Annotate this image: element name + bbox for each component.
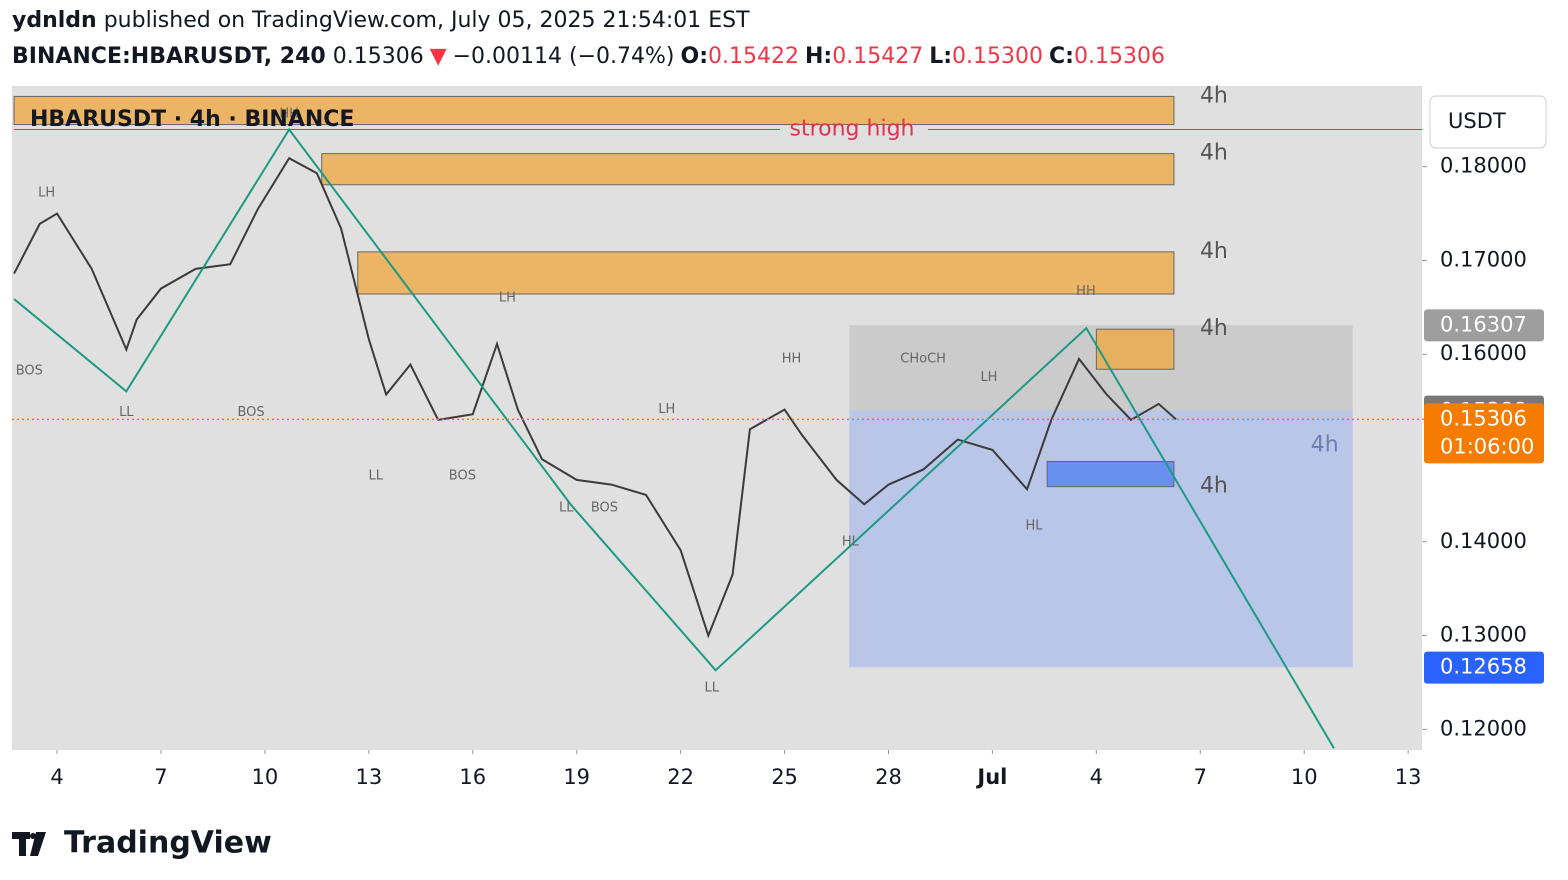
close: 0.15306 — [1073, 44, 1165, 69]
structure-label: LL — [119, 405, 134, 420]
x-tick-label: Jul — [975, 765, 1007, 789]
structure-label: LL — [369, 469, 384, 484]
y-tick-label: 0.17000 — [1440, 247, 1527, 271]
price-label-box — [1424, 651, 1544, 684]
author[interactable]: ydnldn — [12, 8, 97, 33]
x-tick-label: 7 — [154, 765, 167, 789]
open: 0.15422 — [708, 44, 799, 69]
x-tick-label: 19 — [563, 765, 590, 789]
h-label: H: — [805, 44, 833, 69]
structure-label: LH — [980, 370, 997, 385]
l-label: L: — [929, 44, 953, 69]
layers: 4h 4h 4h 4h 4h 4h strong high HH LH BOS LL BOS LH LL B… — [12, 83, 1544, 789]
strong-high-label: strong high — [790, 117, 915, 142]
o-label: O: — [680, 44, 709, 69]
x-tick-label: 10 — [252, 765, 279, 789]
currency: USDT — [1448, 109, 1506, 133]
last: 0.15306 — [332, 44, 424, 69]
y-tick-label: 0.14000 — [1440, 529, 1527, 553]
x-tick-label: 13 — [355, 765, 382, 789]
structure-label: LH — [658, 402, 675, 417]
zone-label: 4h — [1200, 141, 1228, 166]
zone — [357, 251, 1175, 295]
logo: TradingView — [64, 826, 272, 861]
zone-label: 4h — [1200, 239, 1228, 264]
y-tick-label: 0.12000 — [1440, 716, 1527, 740]
structure-label: LL — [559, 501, 574, 516]
zone-label: 4h — [1200, 474, 1228, 499]
structure-label: HH — [1076, 284, 1096, 299]
zigzag — [13, 127, 1335, 749]
zone — [321, 153, 1175, 186]
logo-icon — [12, 832, 46, 856]
y-tick-label: 0.16000 — [1440, 341, 1527, 365]
x-tick-label: 4 — [1090, 765, 1103, 789]
zone — [1046, 461, 1175, 488]
low: 0.15300 — [952, 44, 1044, 69]
structure-label: HL — [1025, 518, 1043, 533]
c-label: C: — [1049, 44, 1074, 69]
structure-label: HH — [279, 107, 299, 122]
box-label: 4h — [1311, 432, 1339, 457]
x-tick-label: 28 — [875, 765, 902, 789]
zone — [13, 95, 1175, 126]
price-label-box — [1424, 309, 1544, 342]
zone — [1095, 328, 1175, 370]
structure-label: BOS — [591, 501, 618, 516]
structure-label: LH — [499, 290, 516, 305]
structure-label: BOS — [237, 405, 264, 420]
structure-label: BOS — [16, 364, 43, 379]
structure-label: HL — [842, 534, 860, 549]
countdown: 01:06:00 — [1440, 434, 1534, 458]
x-tick-label: 7 — [1194, 765, 1207, 789]
price-label: 0.15306 — [1440, 406, 1527, 430]
box — [849, 410, 1353, 668]
structure-label: HH — [782, 351, 802, 366]
header-line-1: ydnldn published on TradingView.com, Jul… — [12, 8, 756, 33]
y-tick-label: 0.18000 — [1440, 154, 1527, 178]
x-tick-label: 13 — [1395, 765, 1422, 789]
x-tick-label: 10 — [1291, 765, 1318, 789]
header-line-2: BINANCE:HBARUSDT, 240 0.15306 ▼ −0.00114 (… — [12, 44, 1171, 69]
currency-button[interactable] — [1429, 95, 1547, 149]
arrow: ▼ — [429, 44, 447, 69]
change: −0.00114 (−0.74%) — [452, 44, 675, 69]
structure-label: BOS — [449, 469, 476, 484]
chart-title: HBARUSDT · 4h · BINANCE — [30, 107, 354, 132]
price-label: 0.12658 — [1440, 655, 1527, 679]
price-line — [13, 156, 1177, 639]
time-axis — [12, 750, 1556, 806]
price-label: 0.16307 — [1440, 312, 1527, 336]
y-tick-label: 0.13000 — [1440, 623, 1527, 647]
high: 0.15427 — [832, 44, 924, 69]
x-tick-label: 22 — [667, 765, 694, 789]
zone-label: 4h — [1200, 316, 1228, 341]
symbol: BINANCE:HBARUSDT, 240 — [12, 44, 326, 69]
price-label-box — [1424, 403, 1544, 464]
published: published on TradingView.com, July 05, 2… — [103, 8, 750, 33]
x-tick-label: 4 — [50, 765, 63, 789]
zone-label: 4h — [1200, 83, 1228, 108]
x-tick-label: 25 — [771, 765, 798, 789]
structure-label: CHoCH — [900, 351, 946, 366]
structure-label: LH — [38, 185, 55, 200]
x-tick-label: 16 — [459, 765, 486, 789]
structure-label: LL — [705, 681, 720, 696]
